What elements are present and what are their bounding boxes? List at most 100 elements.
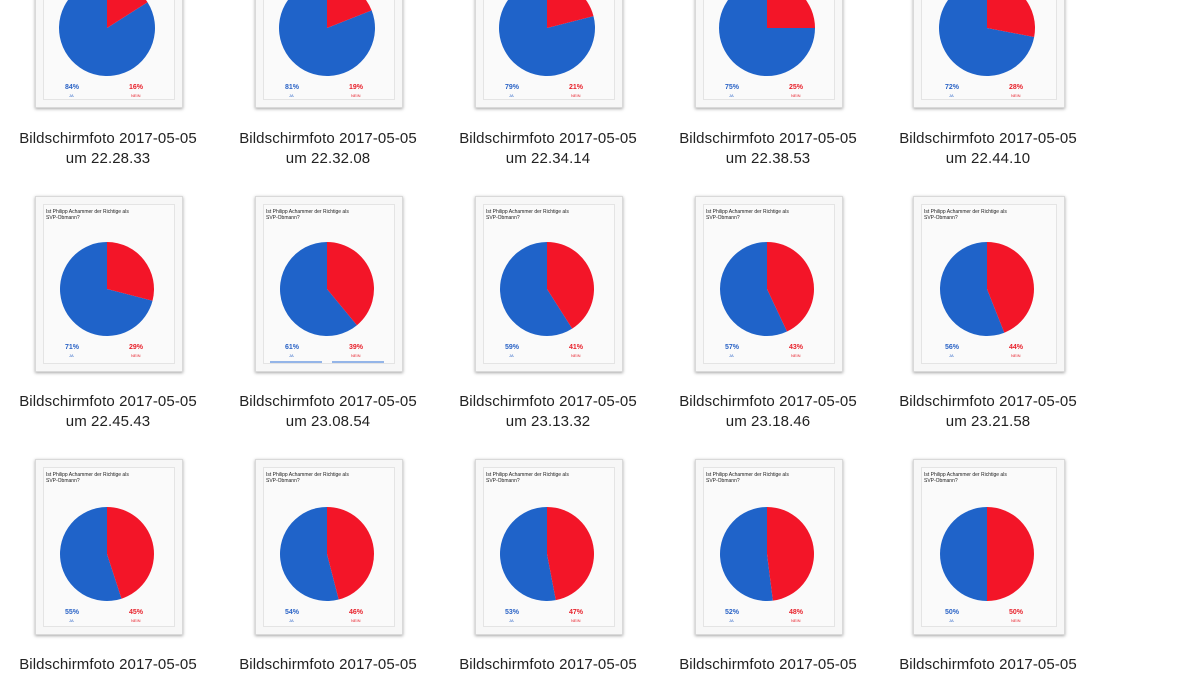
file-thumbnail[interactable]: Ist Philipp Achammer der Richtige als SV…	[475, 459, 623, 635]
file-thumbnail[interactable]: Ist Philipp Achammer der Richtige als SV…	[475, 196, 623, 372]
thumbnail-underline	[270, 361, 322, 363]
file-name-line1[interactable]: Bildschirmfoto 2017-05-05	[899, 130, 1077, 147]
file-name-line1[interactable]: Bildschirmfoto 2017-05-05	[19, 393, 197, 410]
file-name-line1[interactable]: Bildschirmfoto 2017-05-05	[19, 130, 197, 147]
file-item[interactable]: Ist Philipp Achammer der Richtige als SV…	[220, 0, 440, 673]
pie-slice-ja	[59, 242, 153, 336]
file-name-line1[interactable]: Bildschirmfoto 2017-05-05	[679, 393, 857, 410]
nein-label: NEIN	[351, 353, 361, 358]
pie-slice-nein	[767, 242, 814, 332]
nein-label: NEIN	[1011, 353, 1021, 358]
pie-chart	[280, 242, 374, 336]
file-name-line1[interactable]: Bildschirmfoto 2017-05-05	[239, 130, 417, 147]
file-name-line1[interactable]: Bildschirmfoto 2017-05-05	[239, 656, 417, 673]
file-thumbnail[interactable]: Ist Philipp Achammer der Richtige als SV…	[695, 196, 843, 372]
pie-slice-ja	[280, 242, 357, 336]
ja-label: JA	[729, 353, 734, 358]
file-item[interactable]: Ist Philipp Achammer der Richtige als SV…	[880, 0, 1100, 666]
poll-question: Ist Philipp Achammer der Richtige als SV…	[46, 472, 129, 484]
file-name-line2[interactable]: um 23.18.46	[725, 413, 811, 430]
pie-slice-nein	[107, 242, 154, 301]
pie-chart	[719, 0, 815, 76]
file-name-line1[interactable]: Bildschirmfoto 2017-05-05	[899, 656, 1077, 673]
file-thumbnail[interactable]: 75% JA 25% NEIN	[695, 0, 843, 108]
ja-label: JA	[949, 353, 954, 358]
file-item[interactable]: Ist Philipp Achammer der Richtige als SV…	[0, 0, 220, 666]
poll-question: Ist Philipp Achammer der Richtige als SV…	[706, 209, 789, 221]
file-item[interactable]: Ist Philipp Achammer der Richtige als SV…	[0, 0, 220, 673]
ja-percent-label: 54%	[285, 609, 300, 616]
file-name-line1[interactable]: Bildschirmfoto 2017-05-05	[459, 393, 637, 410]
file-name-line2[interactable]: um 22.38.53	[725, 150, 811, 167]
file-item[interactable]: Ist Philipp Achammer der Richtige als SV…	[220, 0, 440, 666]
file-name-line1[interactable]: Bildschirmfoto 2017-05-05	[459, 130, 637, 147]
file-item[interactable]: 75% JA 25% NEIN Bildschirmfoto 2017-05-05 um …	[660, 0, 880, 666]
pie-chart	[940, 242, 1034, 336]
poll-question: Ist Philipp Achammer der Richtige als SV…	[266, 472, 349, 484]
file-thumbnail[interactable]: Ist Philipp Achammer der Richtige als SV…	[913, 196, 1065, 372]
nein-label: NEIN	[1011, 93, 1021, 98]
file-name-line1[interactable]: Bildschirmfoto 2017-05-05	[899, 393, 1077, 410]
file-item[interactable]: 81% JA 19% NEIN Bildschirmfoto 2017-05-05 um …	[220, 0, 440, 666]
file-name-line2[interactable]: um 22.45.43	[65, 413, 151, 430]
file-thumbnail[interactable]: Ist Philipp Achammer der Richtige als SV…	[913, 459, 1065, 635]
file-name-line2[interactable]: um 23.13.32	[505, 413, 591, 430]
pie-slice-nein	[987, 242, 1034, 333]
pie-slice-ja	[59, 0, 155, 76]
file-name-line2[interactable]: um 22.44.10	[945, 150, 1031, 167]
file-item[interactable]: 72% JA 28% NEIN Bildschirmfoto 2017-05-05 um …	[880, 0, 1100, 666]
thumbnail-underline	[332, 361, 384, 363]
file-item[interactable]: Ist Philipp Achammer der Richtige als SV…	[660, 0, 880, 666]
file-item[interactable]: Ist Philipp Achammer der Richtige als SV…	[440, 0, 660, 666]
nein-label: NEIN	[791, 353, 801, 358]
nein-label: NEIN	[1011, 618, 1021, 623]
nein-label: NEIN	[351, 618, 361, 623]
ja-percent-label: 79%	[505, 84, 520, 91]
nein-label: NEIN	[571, 353, 581, 358]
nein-label: NEIN	[571, 618, 581, 623]
pie-chart	[939, 0, 1035, 76]
file-thumbnail[interactable]: Ist Philipp Achammer der Richtige als SV…	[695, 459, 843, 635]
pie-slice-ja	[499, 0, 595, 76]
poll-question: Ist Philipp Achammer der Richtige als SV…	[486, 472, 569, 484]
nein-percent-label: 45%	[129, 609, 144, 616]
nein-percent-label: 21%	[569, 84, 584, 91]
file-thumbnail[interactable]: 84% JA 16% NEIN	[35, 0, 183, 108]
file-name-line2[interactable]: um 23.21.58	[945, 413, 1031, 430]
file-name-line1[interactable]: Bildschirmfoto 2017-05-05	[459, 656, 637, 673]
pie-slice-nein	[547, 242, 594, 329]
file-thumbnail[interactable]: Ist Philipp Achammer der Richtige als SV…	[35, 196, 183, 372]
pie-slice-ja	[499, 507, 556, 601]
file-name-line1[interactable]: Bildschirmfoto 2017-05-05	[239, 393, 417, 410]
nein-percent-label: 48%	[789, 609, 804, 616]
ja-label: JA	[509, 353, 514, 358]
ja-label: JA	[949, 618, 954, 623]
file-name-line2[interactable]: um 22.34.14	[505, 150, 591, 167]
ja-label: JA	[289, 353, 294, 358]
file-thumbnail[interactable]: 72% JA 28% NEIN	[913, 0, 1065, 108]
file-thumbnail[interactable]: Ist Philipp Achammer der Richtige als SV…	[255, 459, 403, 635]
file-name-line1[interactable]: Bildschirmfoto 2017-05-05	[19, 656, 197, 673]
file-name-line2[interactable]: um 22.28.33	[65, 150, 151, 167]
file-thumbnail[interactable]: 79% JA 21% NEIN	[475, 0, 623, 108]
ja-label: JA	[509, 618, 514, 623]
file-item[interactable]: 79% JA 21% NEIN Bildschirmfoto 2017-05-05 um …	[440, 0, 660, 666]
file-thumbnail[interactable]: Ist Philipp Achammer der Richtige als SV…	[35, 459, 183, 635]
file-name-line1[interactable]: Bildschirmfoto 2017-05-05	[679, 130, 857, 147]
ja-percent-label: 81%	[285, 84, 300, 91]
ja-label: JA	[289, 93, 294, 98]
ja-label: JA	[289, 618, 294, 623]
pie-chart	[59, 0, 155, 76]
file-item[interactable]: 84% JA 16% NEIN Bildschirmfoto 2017-05-05 um …	[0, 0, 220, 666]
ja-label: JA	[729, 93, 734, 98]
file-thumbnail[interactable]: 81% JA 19% NEIN	[255, 0, 403, 108]
file-thumbnail[interactable]: Ist Philipp Achammer der Richtige als SV…	[255, 196, 403, 372]
file-item[interactable]: Ist Philipp Achammer der Richtige als SV…	[660, 0, 880, 673]
pie-slice-nein	[547, 507, 594, 601]
file-item[interactable]: Ist Philipp Achammer der Richtige als SV…	[440, 0, 660, 673]
file-name-line1[interactable]: Bildschirmfoto 2017-05-05	[679, 656, 857, 673]
file-name-line2[interactable]: um 23.08.54	[285, 413, 371, 430]
pie-slice-ja	[279, 0, 375, 76]
file-name-line2[interactable]: um 22.32.08	[285, 150, 371, 167]
nein-percent-label: 50%	[1009, 609, 1024, 616]
